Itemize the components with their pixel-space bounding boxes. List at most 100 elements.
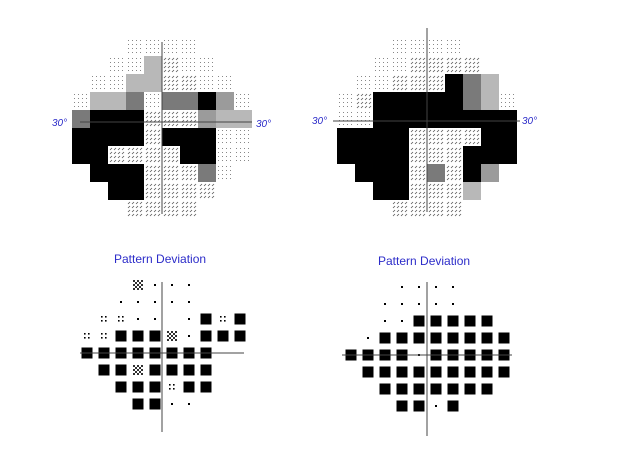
hatch-mark xyxy=(149,173,153,177)
dot-texture xyxy=(375,80,376,81)
hatch-mark xyxy=(181,83,185,87)
hatch-mark xyxy=(450,159,454,163)
hatch-mark xyxy=(458,195,462,199)
hatch-mark xyxy=(109,159,113,163)
hatch-mark xyxy=(157,155,161,159)
dot-texture xyxy=(114,66,115,67)
hatch-mark xyxy=(446,133,450,137)
hatch-mark xyxy=(171,83,175,87)
hatch-mark xyxy=(185,169,189,173)
dot-texture xyxy=(455,52,456,53)
grayscale-map-left xyxy=(72,40,252,218)
gray-cell-black xyxy=(198,92,216,110)
hatch-mark xyxy=(458,201,462,205)
hatch-mark xyxy=(414,195,418,199)
hatch-mark xyxy=(181,165,185,169)
hatch-mark xyxy=(131,205,135,209)
pd-symbol-mild xyxy=(88,337,90,339)
gray-cell-hatched xyxy=(162,74,180,92)
dot-texture xyxy=(218,76,219,77)
hatch-mark xyxy=(450,173,454,177)
hatch-mark xyxy=(422,173,426,177)
dot-texture xyxy=(365,80,366,81)
dot-texture xyxy=(365,84,366,85)
hatch-mark xyxy=(149,133,153,137)
gray-cell-black xyxy=(427,110,445,128)
dot-texture xyxy=(347,112,348,113)
hatch-mark xyxy=(189,195,193,199)
pd-symbol-mild xyxy=(101,320,103,322)
hatch-mark xyxy=(418,69,422,73)
dot-texture xyxy=(78,94,79,95)
gray-cell-black xyxy=(180,146,198,164)
hatch-mark xyxy=(432,155,436,159)
hatch-mark xyxy=(153,213,157,217)
hatch-mark xyxy=(458,155,462,159)
hatch-mark xyxy=(410,159,414,163)
hatch-mark xyxy=(145,173,149,177)
dot-texture xyxy=(397,40,398,41)
pattern-deviation-title-left: Pattern Deviation xyxy=(114,252,207,266)
dot-texture xyxy=(86,102,87,103)
dot-texture xyxy=(226,134,227,135)
dot-texture xyxy=(226,178,227,179)
pd-symbol-mild xyxy=(220,320,222,322)
dot-texture xyxy=(222,138,223,139)
hatch-mark xyxy=(113,151,117,155)
hatch-mark xyxy=(157,111,161,115)
hatch-mark xyxy=(189,75,193,79)
dot-texture xyxy=(248,102,249,103)
gray-cell-dark xyxy=(180,92,198,110)
hatch-mark xyxy=(157,159,161,163)
dot-texture xyxy=(140,40,141,41)
dot-texture xyxy=(74,98,75,99)
hatch-mark xyxy=(410,87,414,91)
hatch-mark xyxy=(414,151,418,155)
hatch-mark xyxy=(458,159,462,163)
hatch-mark xyxy=(446,159,450,163)
hatch-mark xyxy=(418,129,422,133)
dot-texture xyxy=(92,88,93,89)
hatch-mark xyxy=(418,191,422,195)
dot-texture xyxy=(393,62,394,63)
hatch-mark xyxy=(153,137,157,141)
dot-texture xyxy=(230,156,231,157)
pd-symbol-moderate xyxy=(169,337,171,339)
dot-texture xyxy=(339,98,340,99)
hatch-mark xyxy=(440,191,444,195)
gray-cell-mid xyxy=(198,110,216,128)
gray-cell-black xyxy=(463,164,481,182)
dot-texture xyxy=(437,40,438,41)
hatch-mark xyxy=(171,115,175,119)
hatch-mark xyxy=(468,129,472,133)
dot-texture xyxy=(369,76,370,77)
hatch-mark xyxy=(163,147,167,151)
hatch-mark xyxy=(203,183,207,187)
pd-symbol-severe xyxy=(447,332,459,344)
hatch-mark xyxy=(167,169,171,173)
gray-cell-black xyxy=(409,92,427,110)
hatch-mark xyxy=(153,177,157,181)
hatch-mark xyxy=(193,209,197,213)
dot-texture xyxy=(339,94,340,95)
hatch-mark xyxy=(410,191,414,195)
hatch-mark xyxy=(400,209,404,213)
dot-texture xyxy=(146,40,147,41)
hatch-mark xyxy=(396,87,400,91)
hatch-mark xyxy=(185,123,189,127)
gray-cell-hatched xyxy=(180,182,198,200)
dot-texture xyxy=(230,130,231,131)
hatch-mark xyxy=(454,213,458,217)
hatch-mark xyxy=(450,61,454,65)
dot-texture xyxy=(393,40,394,41)
hatch-mark xyxy=(171,165,175,169)
gray-cell-black xyxy=(445,74,463,92)
pd-symbol-moderate xyxy=(175,339,177,341)
hatch-mark xyxy=(440,129,444,133)
pd-symbol-moderate xyxy=(171,339,173,341)
hatch-mark xyxy=(446,137,450,141)
hatch-mark xyxy=(458,209,462,213)
dot-texture xyxy=(248,138,249,139)
dot-texture xyxy=(218,152,219,153)
hatch-mark xyxy=(458,57,462,61)
